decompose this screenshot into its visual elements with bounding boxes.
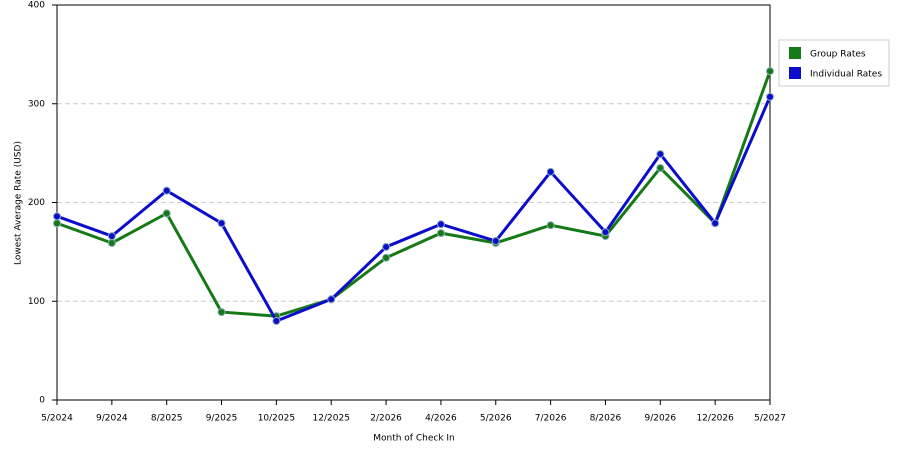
legend-label: Group Rates — [810, 50, 866, 60]
y-tick-label: 400 — [28, 1, 45, 11]
data-point — [766, 92, 774, 101]
data-point — [491, 237, 500, 246]
data-point — [327, 295, 336, 304]
data-point — [272, 317, 281, 325]
y-tick-label: 300 — [28, 99, 45, 109]
x-tick-label: 5/2024 — [41, 414, 73, 424]
data-point — [53, 212, 61, 221]
y-tick-label: 0 — [39, 396, 45, 406]
data-point — [107, 232, 116, 241]
data-point — [382, 242, 391, 251]
data-point — [546, 167, 555, 176]
data-point — [711, 219, 720, 228]
x-tick-label: 12/2026 — [696, 414, 734, 424]
series-line — [56, 96, 772, 323]
data-point — [162, 186, 171, 195]
y-tick-label: 100 — [28, 297, 45, 307]
data-point — [107, 238, 116, 247]
plot-frame — [56, 4, 771, 401]
legend-label: Individual Rates — [810, 70, 882, 80]
data-point — [53, 219, 61, 228]
x-tick-label: 9/2025 — [206, 414, 238, 424]
data-point — [656, 163, 665, 172]
x-tick-label: 5/2027 — [754, 414, 786, 424]
x-tick-label: 9/2026 — [644, 414, 676, 424]
data-point — [601, 228, 610, 237]
data-point — [162, 209, 171, 218]
data-point — [766, 67, 774, 76]
data-point — [382, 253, 391, 262]
data-point — [436, 229, 445, 238]
x-tick-label: 2/2026 — [370, 414, 402, 424]
x-tick-label: 12/2025 — [313, 414, 350, 424]
x-tick-label: 9/2024 — [96, 414, 128, 424]
x-tick-label: 5/2026 — [480, 414, 512, 424]
x-tick-label: 7/2026 — [535, 414, 567, 424]
y-tick-label: 200 — [28, 198, 45, 208]
x-tick-label: 8/2026 — [590, 414, 622, 424]
y-axis-title: Lowest Average Rate (USD) — [14, 141, 24, 265]
legend-swatch — [789, 67, 801, 79]
x-axis-title: Month of Check In — [373, 434, 455, 444]
legend-swatch — [789, 47, 801, 59]
series-line — [56, 70, 772, 318]
x-tick-label: 4/2026 — [425, 414, 457, 424]
data-point — [656, 150, 665, 159]
x-tick-label: 10/2025 — [258, 414, 295, 424]
x-tick-label: 8/2025 — [151, 414, 183, 424]
data-point — [217, 219, 226, 228]
data-point — [217, 308, 226, 317]
data-point — [436, 220, 445, 229]
data-point — [546, 221, 555, 230]
